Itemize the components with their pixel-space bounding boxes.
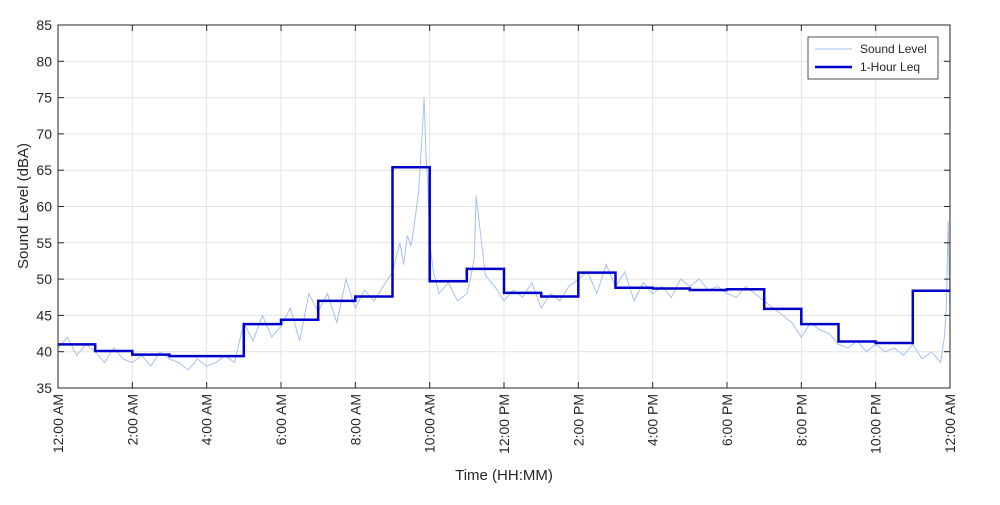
x-tick-label: 6:00 PM (719, 394, 735, 446)
legend-label-leq: 1-Hour Leq (860, 60, 920, 74)
x-tick-label: 8:00 AM (347, 394, 363, 445)
series-layer (57, 97, 951, 371)
x-tick-label: 12:00 AM (942, 394, 958, 453)
x-tick-label: 6:00 AM (273, 394, 289, 445)
y-tick-label: 85 (36, 17, 52, 33)
y-tick-label: 70 (36, 126, 52, 142)
x-tick-label: 2:00 PM (570, 394, 586, 446)
x-tick-label: 4:00 PM (645, 394, 661, 446)
y-tick-label: 45 (36, 307, 52, 323)
y-tick-label: 50 (36, 271, 52, 287)
y-tick-label: 55 (36, 235, 52, 251)
y-tick-label: 35 (36, 380, 52, 396)
x-tick-label: 10:00 AM (422, 394, 438, 453)
y-tick-label: 65 (36, 162, 52, 178)
axis-ticks: 35 40 45 50 55 60 65 70 75 80 85 12:00 AM 2:00 AM 4:0… (36, 17, 958, 454)
legend-box (807, 36, 939, 80)
y-tick-label: 40 (36, 344, 52, 360)
x-axis-title: Time (HH:MM) (455, 467, 553, 484)
x-tick-label: 12:00 AM (50, 394, 66, 453)
legend: Sound Level 1-Hour Leq (807, 36, 939, 80)
y-tick-label: 80 (36, 53, 52, 69)
x-tick-label: 10:00 PM (868, 394, 884, 454)
x-tick-label: 2:00 AM (124, 394, 140, 445)
x-tick-label: 8:00 PM (793, 394, 809, 446)
series-line-leq (58, 166, 950, 358)
y-tick-label: 60 (36, 199, 52, 215)
y-axis-title: Sound Level (dBA) (15, 143, 32, 269)
x-tick-label: 12:00 PM (496, 394, 512, 454)
x-tick-label: 4:00 AM (199, 394, 215, 445)
legend-label-sound-level: Sound Level (860, 42, 927, 56)
y-tick-label: 75 (36, 90, 52, 106)
